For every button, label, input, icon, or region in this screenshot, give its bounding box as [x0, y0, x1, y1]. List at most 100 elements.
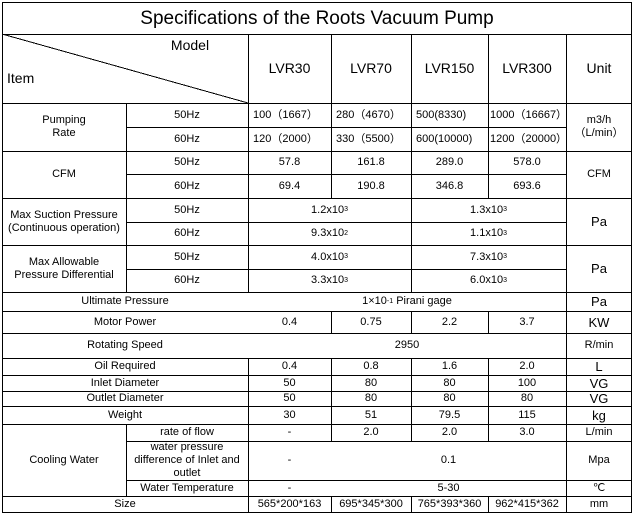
size-lvr300: 962*415*362	[495, 497, 559, 510]
cfm-50-lvr70: 161.8	[357, 156, 385, 168]
outlet-diameter-lvr30: 50	[283, 392, 296, 404]
unit-header: Unit	[586, 60, 612, 76]
rate-of-flow-label: rate of flow	[160, 426, 214, 438]
inlet-diameter-lvr300: 100	[517, 376, 537, 389]
motor-power-lvr70: 0.75	[360, 315, 382, 328]
outlet-diameter-unit: VG	[589, 391, 609, 406]
cfm-60-lvr300: 693.6	[513, 179, 541, 192]
outlet-diameter-lvr150: 80	[443, 392, 456, 404]
cfm-label: CFM	[52, 168, 76, 180]
rate-of-flow-lvr30: -	[287, 426, 292, 438]
cfm-50-lvr150: 289.0	[435, 156, 464, 168]
max-suction-50-large: 1.3x10 3	[470, 203, 507, 216]
motor-power-lvr300: 3.7	[519, 315, 535, 328]
oil-required-label: Oil Required	[94, 360, 156, 372]
motor-power-unit: KW	[588, 314, 610, 330]
pumping-rate-60-lvr30: 120（2000）	[253, 132, 318, 145]
max-suction-60hz: 60Hz	[174, 227, 200, 239]
cfm-50hz: 50Hz	[174, 156, 200, 168]
item-label: Item	[7, 69, 35, 86]
ultimate-pressure-value: 1×10 -1 Pirani gage	[362, 295, 452, 307]
max-diff-60-large: 6.0x10 3	[470, 274, 507, 286]
model-lvr30: LVR30	[268, 60, 311, 76]
model-lvr70: LVR70	[350, 60, 392, 76]
water-pressure-diff-lvr30: -	[287, 454, 292, 466]
cfm-60-lvr150: 346.8	[435, 179, 464, 192]
weight-lvr300: 115	[518, 408, 536, 421]
table-title: Specifications of the Roots Vacuum Pump	[140, 8, 494, 29]
model-label: Model	[170, 36, 210, 53]
max-suction-50-small: 1.2x10 3	[311, 203, 348, 216]
oil-required-unit: L	[595, 359, 603, 374]
pumping-rate-unit: m3/h （L/min）	[574, 114, 624, 139]
water-temperature-label: Water Temperature	[140, 481, 234, 494]
motor-power-lvr30: 0.4	[281, 315, 298, 328]
cfm-50-lvr30: 57.8	[278, 156, 301, 168]
inlet-diameter-label: Inlet Diameter	[90, 376, 160, 389]
outlet-diameter-label: Outlet Diameter	[86, 392, 164, 404]
pumping-rate-50-lvr300: 1000（16667）	[490, 108, 568, 121]
weight-lvr30: 30	[283, 408, 296, 421]
rate-of-flow-lvr300: 3.0	[519, 426, 535, 438]
cfm-60hz: 60Hz	[174, 179, 200, 192]
pumping-rate-60-lvr300: 1200（20000）	[490, 132, 568, 145]
cfm-unit: CFM	[587, 168, 611, 180]
rate-of-flow-lvr150: 2.0	[441, 426, 458, 438]
max-suction-50hz: 50Hz	[174, 203, 200, 216]
water-pressure-diff-label: water pressure difference of Inlet and o…	[134, 441, 240, 479]
size-lvr150: 765*393*360	[417, 497, 482, 510]
cfm-60-lvr70: 190.8	[357, 179, 385, 192]
ultimate-pressure-unit: Pa	[591, 294, 607, 309]
rotating-speed-unit: R/min	[584, 339, 614, 351]
max-diff-60-small: 3.3x10 3	[311, 274, 348, 286]
oil-required-lvr300: 2.0	[519, 360, 535, 372]
water-temperature-unit: ℃	[592, 481, 606, 494]
water-temperature-lvr30: -	[287, 481, 292, 494]
water-pressure-diff-unit: Mpa	[588, 454, 610, 466]
inlet-diameter-lvr30: 50	[283, 376, 296, 389]
max-diff-50hz: 50Hz	[174, 250, 200, 263]
pumping-rate-50-lvr150: 500(8330)	[416, 108, 467, 121]
oil-required-lvr30: 0.4	[281, 360, 298, 372]
max-suction-60-small: 9.3x10 2	[311, 227, 348, 239]
cfm-50-lvr300: 578.0	[513, 156, 541, 168]
rate-of-flow-lvr70: 2.0	[363, 426, 379, 438]
ultimate-pressure-label: Ultimate Pressure	[81, 295, 169, 307]
weight-lvr70: 51	[364, 408, 378, 421]
rate-of-flow-unit: L/min	[585, 426, 613, 438]
size-lvr70: 695*345*300	[339, 497, 403, 510]
water-temperature-value: 5-30	[437, 481, 460, 494]
oil-required-lvr70: 0.8	[363, 360, 379, 372]
weight-label: Weight	[107, 408, 143, 421]
max-diff-label: Max Allowable Pressure Differential	[14, 255, 114, 281]
outlet-diameter-lvr70: 80	[364, 392, 378, 404]
max-suction-unit: Pa	[591, 214, 607, 229]
max-diff-unit: Pa	[591, 261, 607, 276]
motor-power-label: Motor Power	[93, 315, 157, 328]
model-lvr150: LVR150	[424, 60, 475, 76]
size-label: Size	[114, 497, 136, 510]
weight-unit: kg	[592, 407, 606, 423]
oil-required-lvr150: 1.6	[441, 360, 458, 372]
inlet-diameter-unit: VG	[589, 375, 609, 391]
pumping-rate-label: Pumping Rate	[42, 114, 86, 139]
inlet-diameter-lvr70: 80	[364, 376, 378, 389]
rotating-speed-label: Rotating Speed	[87, 339, 163, 351]
pumping-rate-50hz: 50Hz	[174, 108, 200, 121]
pumping-rate-60-lvr150: 600(10000)	[416, 132, 473, 145]
pumping-rate-50-lvr30: 100（1667）	[253, 108, 318, 121]
max-diff-60hz: 60Hz	[174, 274, 200, 286]
max-diff-50-large: 7.3x10 3	[470, 250, 507, 263]
weight-lvr150: 79.5	[438, 408, 461, 421]
size-lvr30: 565*200*163	[257, 497, 322, 510]
inlet-diameter-lvr150: 80	[443, 376, 456, 389]
pumping-rate-60-lvr70: 330（5500）	[336, 132, 401, 145]
pumping-rate-50-lvr70: 280（4670）	[336, 108, 401, 121]
motor-power-lvr150: 2.2	[441, 315, 458, 328]
model-lvr300: LVR300	[502, 60, 552, 76]
size-unit: mm	[589, 497, 609, 510]
cooling-water-label: Cooling Water	[29, 453, 99, 466]
cfm-60-lvr30: 69.4	[278, 179, 301, 192]
